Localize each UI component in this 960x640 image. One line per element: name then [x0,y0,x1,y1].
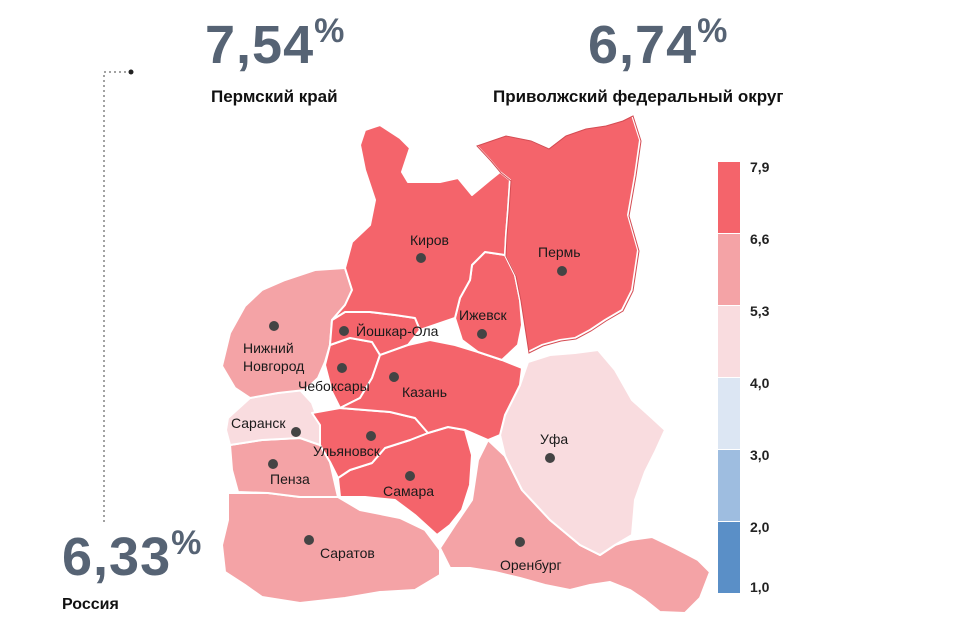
perm-krai-unit: % [314,12,345,50]
city-dot-cheboksary[interactable] [337,363,347,373]
city-label-ulyanovsk: Ульяновск [313,443,381,459]
legend-bin-1 [718,234,740,305]
pfo-unit: % [697,12,728,50]
pfo-label: Приволжский федеральный округ [493,87,784,106]
cities-layer: Киров Пермь Ижевск Йошкар-Ола Чебоксары … [231,232,581,573]
perm-krai-value: 7,54 [205,15,315,75]
legend-tick-label: 3,0 [750,447,770,463]
region-orenburg[interactable] [439,439,711,614]
legend-bin-5 [718,522,740,593]
city-dot-nizhny[interactable] [269,321,279,331]
city-dot-kazan[interactable] [389,372,399,382]
city-dot-samara[interactable] [405,471,415,481]
city-dot-kirov[interactable] [416,253,426,263]
city-label-samara: Самара [383,483,434,499]
legend-bin-0 [718,162,740,233]
city-dot-ulyanovsk[interactable] [366,431,376,441]
region-kirov[interactable] [331,124,511,331]
russia-unit: % [171,524,202,562]
russia-stat: 6,33% [62,526,201,587]
city-dot-saratov[interactable] [304,535,314,545]
city-label-perm: Пермь [538,244,581,260]
city-label-nizhny: Нижний Новгород [243,340,304,374]
city-dot-izhevsk[interactable] [477,329,487,339]
city-dot-saransk[interactable] [291,427,301,437]
russia-label: Россия [62,596,119,613]
legend-tick-label: 5,3 [750,303,770,319]
legend-tick-label: 1,0 [750,579,770,595]
city-dot-yoshkar-ola[interactable] [339,326,349,336]
pfo-value: 6,74 [588,15,698,75]
region-perm[interactable] [475,114,641,353]
region-bashkortostan[interactable] [499,349,666,556]
pfo-stat: 6,74% [588,14,727,75]
region-tatarstan[interactable] [339,339,523,441]
city-label-penza: Пенза [270,471,310,487]
legend-tick-label: 7,9 [750,159,770,175]
perm-outline [476,115,642,354]
legend-tick-label: 4,0 [750,375,770,391]
legend-tick-label: 2,0 [750,519,770,535]
perm-krai-stat: 7,54% [205,14,344,75]
city-label-izhevsk: Ижевск [459,307,507,323]
city-label-kirov: Киров [410,232,449,248]
city-label-yoshkar-ola: Йошкар-Ола [356,322,439,339]
regions-layer [221,114,711,614]
city-label-ufa: Уфа [540,431,568,447]
city-dot-penza[interactable] [268,459,278,469]
legend-tick-label: 6,6 [750,231,770,247]
legend-bin-3 [718,378,740,449]
city-label-kazan: Казань [402,384,447,400]
legend-bin-4 [718,450,740,521]
city-dot-ufa[interactable] [545,453,555,463]
city-label-nizhny-line1: Нижний [243,340,294,356]
city-label-saransk: Саранск [231,415,286,431]
legend-bin-2 [718,306,740,377]
city-dot-orenburg[interactable] [515,537,525,547]
russia-value: 6,33 [62,527,172,587]
city-label-orenburg: Оренбург [500,557,562,573]
city-label-saratov: Саратов [320,545,375,561]
color-scale-legend: 7,9 6,6 5,3 4,0 3,0 2,0 1,0 [718,159,770,595]
city-label-nizhny-line2: Новгород [243,358,304,374]
city-dot-perm[interactable] [557,266,567,276]
perm-krai-label: Пермский край [211,87,338,106]
city-label-cheboksary: Чебоксары [298,378,370,394]
